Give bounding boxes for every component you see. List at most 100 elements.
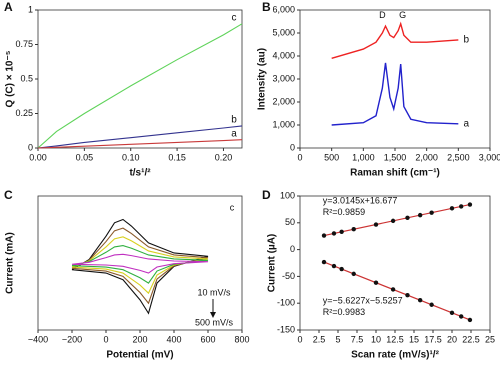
- y-tick-label: 0: [290, 244, 295, 254]
- y-axis-label: Current (mA): [5, 232, 16, 294]
- x-tick-label: 12.5: [386, 334, 404, 344]
- y-tick-label: 100: [280, 190, 295, 200]
- point: [351, 271, 356, 277]
- x-tick-label: 10: [371, 334, 381, 344]
- x-tick-label: 1,500: [384, 152, 407, 162]
- point: [449, 310, 455, 316]
- point: [417, 212, 423, 218]
- x-axis-label: t/s¹/²: [129, 168, 151, 179]
- y-axis-label: Current (µA): [267, 234, 278, 293]
- y-axis-label: Q (C) × 10⁻⁵: [5, 50, 16, 107]
- series-line: [71, 253, 209, 274]
- x-tick-label: 3,000: [479, 152, 500, 162]
- y-tick-label: 0.5: [20, 73, 33, 83]
- x-tick-label: 5: [335, 334, 340, 344]
- series-label: a: [464, 118, 470, 129]
- point: [405, 292, 410, 298]
- point: [405, 215, 410, 221]
- point: [390, 287, 396, 292]
- series-line: [331, 21, 459, 59]
- y-tick-label: 2,000: [272, 96, 295, 106]
- y-tick-label: -100: [277, 298, 295, 308]
- y-tick-label: 1,000: [272, 119, 295, 129]
- point: [321, 259, 327, 265]
- x-tick-label: 2,000: [415, 152, 438, 162]
- x-tick-label: 2.5: [313, 334, 326, 344]
- annotation: D: [379, 10, 386, 20]
- x-tick-label: 400: [166, 334, 181, 344]
- x-tick-label: 500: [324, 152, 339, 162]
- point: [331, 263, 337, 269]
- annotation: 10 mV/s: [197, 287, 231, 297]
- x-tick-label: 0.15: [168, 152, 186, 162]
- fit-line: [322, 261, 472, 321]
- series-line: [71, 245, 209, 284]
- x-tick-label: 800: [234, 334, 249, 344]
- series-label: b: [231, 115, 237, 126]
- y-tick-label: 0.25: [15, 108, 33, 118]
- x-tick-label: 20: [447, 334, 457, 344]
- point: [331, 231, 337, 236]
- point: [321, 233, 327, 238]
- x-tick-label: 2,500: [447, 152, 470, 162]
- plot-frame: [299, 9, 491, 149]
- arrow-head: [210, 312, 216, 318]
- panel-label: C: [4, 188, 13, 202]
- point: [373, 280, 379, 285]
- annotation: y=−5.6227x−5.5257: [323, 295, 403, 305]
- fit-line: [322, 203, 472, 237]
- point: [339, 229, 344, 235]
- point: [458, 314, 464, 319]
- y-tick-label: 0.75: [15, 39, 33, 49]
- x-axis-label: Raman shift (cm⁻¹): [350, 168, 440, 179]
- annotation: y=3.0145x+16.677: [323, 196, 398, 206]
- x-tick-label: 22.5: [462, 334, 480, 344]
- point: [429, 302, 434, 307]
- annotation: R²=0.9983: [323, 307, 365, 317]
- series-line: [37, 125, 243, 149]
- plot-frame: [37, 9, 243, 149]
- y-tick-label: 0: [28, 142, 33, 152]
- x-tick-label: 0.00: [29, 152, 47, 162]
- x-tick-label: 7.5: [351, 334, 364, 344]
- x-tick-label: −400: [28, 334, 48, 344]
- x-tick-label: −200: [62, 334, 82, 344]
- x-tick-label: 1,000: [352, 152, 375, 162]
- y-tick-label: -150: [277, 324, 295, 334]
- x-tick-label: 200: [132, 334, 147, 344]
- y-tick-label: 3,000: [272, 73, 295, 83]
- panel-label: D: [262, 188, 271, 202]
- point: [339, 266, 344, 272]
- series-label: b: [464, 35, 470, 46]
- x-tick-label: 0.05: [76, 152, 94, 162]
- x-tick-label: 0: [297, 334, 302, 344]
- series-line: [331, 62, 459, 126]
- point: [467, 202, 473, 207]
- series-line: [71, 218, 209, 315]
- x-tick-label: 25: [485, 334, 495, 344]
- x-tick-label: 17.5: [424, 334, 442, 344]
- point: [373, 222, 379, 227]
- point: [467, 317, 473, 323]
- x-tick-label: 0: [103, 334, 108, 344]
- series-line: [71, 227, 209, 305]
- series-label: a: [231, 128, 237, 139]
- y-tick-label: -50: [282, 271, 295, 281]
- point: [351, 227, 356, 232]
- x-tick-label: 15: [409, 334, 419, 344]
- x-tick-label: 0: [297, 152, 302, 162]
- x-axis-label: Potential (mV): [106, 350, 173, 361]
- series-line: [37, 139, 243, 149]
- panel-label: B: [262, 0, 271, 14]
- y-tick-label: 6,000: [272, 4, 295, 14]
- series-label: c: [232, 12, 237, 23]
- panel-label: A: [4, 0, 13, 14]
- point: [390, 218, 396, 224]
- x-tick-label: 0.20: [215, 152, 233, 162]
- x-tick-label: 0.10: [122, 152, 140, 162]
- y-tick-label: 4,000: [272, 50, 295, 60]
- series-line: [37, 23, 243, 149]
- x-axis-label: Scan rate (mV/s)¹/²: [351, 350, 439, 361]
- annotation: c: [230, 202, 235, 212]
